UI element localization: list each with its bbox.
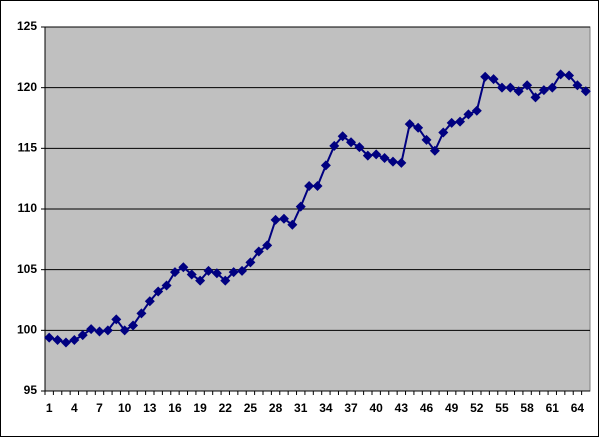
marker: [102, 325, 113, 336]
marker: [446, 117, 457, 128]
x-tick-label: 25: [244, 401, 258, 415]
x-tick-label: 19: [193, 401, 207, 415]
marker: [354, 142, 365, 153]
marker: [480, 71, 491, 82]
x-tick-label: 58: [520, 401, 534, 415]
marker: [572, 80, 583, 91]
marker: [262, 240, 273, 251]
marker: [320, 160, 331, 171]
marker: [44, 332, 55, 343]
marker: [346, 137, 357, 148]
marker: [488, 74, 499, 85]
x-tick-label: 40: [370, 401, 384, 415]
x-tick-label: 55: [495, 401, 509, 415]
marker: [77, 330, 88, 341]
y-tick-label: 125: [17, 19, 37, 33]
x-tick-label: 4: [71, 401, 78, 415]
marker: [362, 150, 373, 161]
marker: [555, 69, 566, 80]
marker: [530, 92, 541, 103]
marker: [471, 105, 482, 116]
y-tick-label: 120: [17, 80, 37, 94]
marker: [438, 127, 449, 138]
marker: [413, 122, 424, 133]
marker: [195, 275, 206, 286]
marker: [228, 267, 239, 278]
marker: [463, 109, 474, 120]
marker: [253, 246, 264, 257]
marker: [220, 275, 231, 286]
x-tick-label: 10: [118, 401, 132, 415]
marker: [396, 157, 407, 168]
marker: [169, 267, 180, 278]
y-tick-label: 115: [18, 141, 38, 155]
marker: [119, 325, 130, 336]
marker: [429, 145, 440, 156]
x-tick-label: 31: [294, 401, 308, 415]
x-tick-label: 64: [571, 401, 585, 415]
marker: [178, 262, 189, 273]
marker: [329, 140, 340, 151]
marker: [564, 70, 575, 81]
x-tick-label: 22: [219, 401, 233, 415]
marker: [237, 265, 248, 276]
marker: [111, 314, 122, 325]
marker: [496, 82, 507, 93]
y-tick-label: 100: [17, 323, 37, 337]
marker: [287, 219, 298, 230]
marker: [186, 269, 197, 280]
marker: [136, 308, 147, 319]
x-tick-label: 37: [344, 401, 358, 415]
marker: [580, 86, 591, 97]
x-tick-label: 28: [269, 401, 283, 415]
marker: [128, 320, 139, 331]
marker: [513, 86, 524, 97]
marker: [153, 286, 164, 297]
marker: [538, 85, 549, 96]
x-tick-label: 7: [96, 401, 103, 415]
x-tick-label: 52: [470, 401, 484, 415]
marker: [203, 265, 214, 276]
marker: [421, 134, 432, 145]
marker: [547, 82, 558, 93]
marker: [387, 156, 398, 167]
marker: [161, 280, 172, 291]
marker: [379, 153, 390, 164]
marker: [371, 149, 382, 160]
x-tick-label: 61: [546, 401, 560, 415]
marker: [455, 116, 466, 127]
x-tick-label: 46: [420, 401, 434, 415]
marker: [144, 296, 155, 307]
marker: [522, 80, 533, 91]
marker: [337, 131, 348, 142]
x-tick-label: 16: [168, 401, 182, 415]
marker: [52, 335, 63, 346]
marker: [94, 326, 105, 337]
marker: [69, 335, 80, 346]
x-tick-label: 1: [46, 401, 53, 415]
marker: [86, 324, 97, 335]
marker: [245, 257, 256, 268]
marker: [270, 214, 281, 225]
y-tick-label: 105: [17, 262, 37, 276]
marker: [312, 180, 323, 191]
marker: [278, 213, 289, 224]
marker: [60, 337, 71, 348]
y-tick-label: 95: [24, 383, 38, 397]
marker: [295, 201, 306, 212]
marker: [505, 82, 516, 93]
x-tick-label: 34: [319, 401, 333, 415]
x-tick-label: 49: [445, 401, 459, 415]
marker: [304, 180, 315, 191]
x-tick-label: 43: [395, 401, 409, 415]
marker: [211, 268, 222, 279]
marker: [404, 119, 415, 130]
x-tick-label: 13: [143, 401, 157, 415]
y-tick-label: 110: [18, 201, 38, 215]
